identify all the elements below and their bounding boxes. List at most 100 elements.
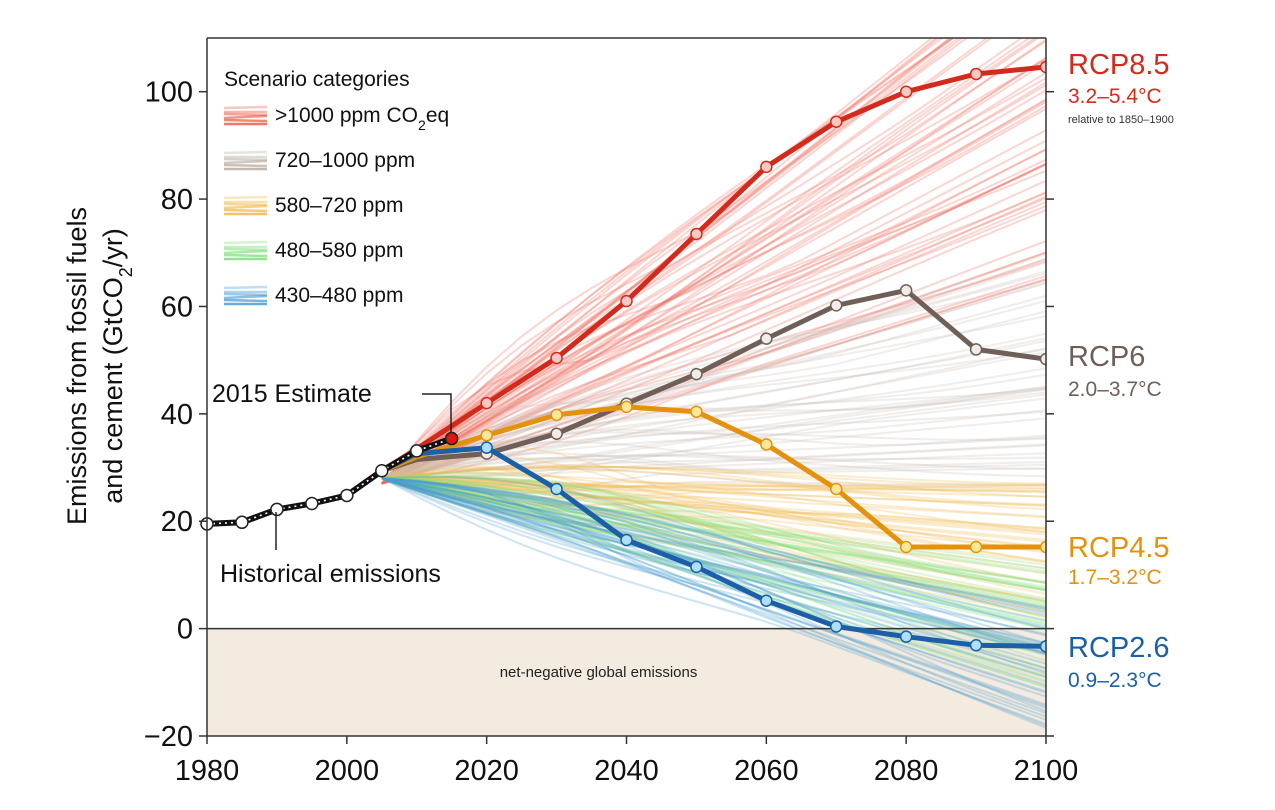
scenario-line (381, 38, 1040, 485)
rcp-point (690, 560, 703, 574)
rcp-point (1039, 540, 1046, 554)
scenario-line (381, 351, 1046, 480)
legend-swatch-line (223, 159, 268, 165)
rcp-point (760, 160, 773, 174)
scenario-line (381, 477, 1046, 688)
rcp6-label-group: RCP6 2.0–3.7°C (1068, 341, 1162, 401)
rcp-point (1039, 352, 1046, 366)
legend-label: 430–480 ppm (275, 284, 403, 307)
legend-swatch-line (223, 195, 268, 200)
scenario-line (381, 475, 1046, 591)
scenario-line (381, 162, 1046, 485)
scenario-line (381, 477, 1046, 518)
scenario-line (381, 477, 1046, 656)
legend-swatch-line (223, 247, 268, 252)
scenario-bands (381, 38, 1046, 729)
scenario-line (381, 452, 1046, 480)
scenario-line (381, 477, 1046, 675)
scenario-line (381, 477, 1046, 552)
rcp-point (899, 284, 913, 297)
scenario-line (381, 71, 1046, 485)
rcp-point (899, 630, 913, 643)
rcp85-temp: 3.2–5.4°C (1068, 85, 1162, 108)
legend-swatch-line (223, 208, 268, 213)
scenario-line (381, 477, 1046, 519)
scenario-line (381, 477, 1046, 662)
rcp-point (1039, 640, 1046, 653)
legend-swatch-line (223, 157, 268, 162)
y-axis-label-line2: and cement (GtCO2/yr) (98, 228, 136, 504)
scenario-line (381, 467, 1046, 511)
rcp-point (830, 620, 843, 633)
rcp-point (760, 594, 773, 607)
scenario-line (381, 38, 955, 485)
x-tick-label: 2060 (734, 755, 799, 787)
estimate-2015-leader (422, 393, 452, 432)
scenario-line (381, 477, 1046, 653)
scenario-line (381, 409, 1046, 480)
scenario-line (381, 200, 1046, 485)
scenario-line (381, 347, 1046, 480)
scenario-line (381, 477, 1046, 493)
scenario-line (381, 477, 1046, 603)
rcp-point (830, 115, 843, 129)
scenario-line (381, 386, 1046, 480)
scenario-line (381, 477, 1046, 609)
scenario-line (381, 38, 934, 485)
scenario-line (381, 467, 1046, 609)
scenario-line (381, 466, 1046, 490)
series-rcp26 (380, 441, 1046, 653)
scenario-line (381, 38, 1032, 485)
scenario-line (381, 477, 1046, 630)
scenario-line (381, 477, 1046, 494)
scenario-line (381, 477, 1046, 698)
legend-swatch-line (223, 163, 268, 168)
scenario-line (381, 477, 1046, 727)
scenario-line (381, 38, 955, 485)
scenario-line (381, 456, 1046, 480)
rcp-point (899, 540, 913, 554)
scenario-line (381, 452, 1046, 480)
legend-entry-4: 430–480 ppm (223, 284, 403, 307)
historical-point (270, 502, 284, 517)
scenario-line (381, 477, 1046, 570)
legend-label: 720–1000 ppm (275, 149, 415, 172)
legend-swatch-line (223, 204, 268, 210)
scenario-line (381, 477, 1046, 488)
scenario-line (381, 477, 1046, 655)
rcp-point (480, 429, 493, 442)
scenario-line (381, 195, 1046, 485)
scenario-line (381, 410, 1046, 480)
legend-swatch-line (223, 118, 268, 123)
scenario-line (381, 393, 1046, 480)
scenario-line (381, 477, 1046, 650)
scenario-line (381, 108, 1046, 485)
band-4 (381, 475, 1046, 729)
x-tick-label: 2040 (594, 755, 659, 787)
net-negative-region (207, 628, 1046, 736)
scenario-line (381, 38, 944, 485)
scenario-line (381, 477, 1046, 652)
scenario-line (381, 209, 1046, 485)
rcp-point (620, 294, 633, 308)
scenario-line (381, 477, 1046, 622)
scenario-line (381, 477, 1046, 585)
scenario-line (381, 279, 1046, 480)
scenario-line (381, 477, 1046, 530)
historical-point (340, 488, 354, 503)
legend-swatch-line (223, 112, 268, 117)
scenario-line (381, 477, 1046, 713)
legend-label: >1000 ppm CO2eq (275, 104, 449, 133)
scenario-line (381, 270, 1046, 480)
historical-point (235, 515, 249, 530)
rcp45-label-group: RCP4.5 1.7–3.2°C (1068, 532, 1170, 589)
rcp-point (760, 332, 773, 345)
scenario-line (381, 477, 1046, 637)
scenario-line (381, 475, 1046, 612)
scenario-line (381, 477, 1046, 548)
scenario-line (381, 477, 1046, 646)
scenario-line (381, 162, 1046, 485)
y-tick-label: 60 (161, 291, 193, 323)
scenario-line (381, 38, 1024, 485)
rcp-point (550, 482, 563, 496)
